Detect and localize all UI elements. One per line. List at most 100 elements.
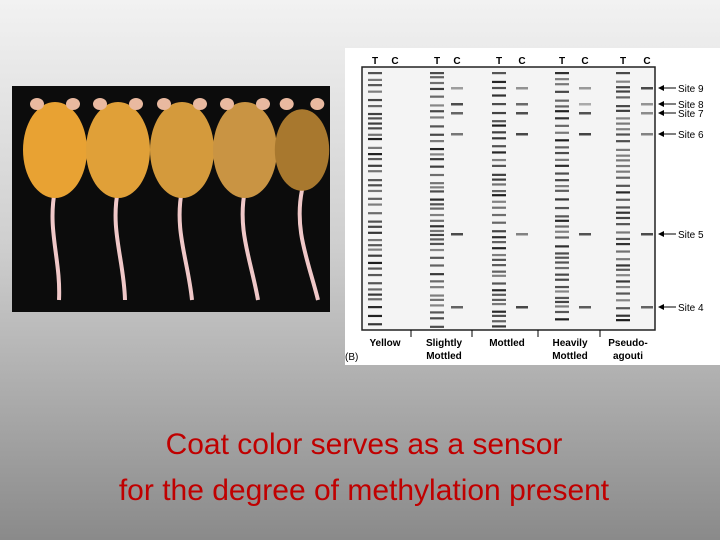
band: [451, 133, 463, 136]
band: [451, 306, 463, 309]
group-label: Mottled: [489, 338, 525, 349]
band: [368, 306, 382, 309]
band: [368, 90, 382, 93]
band: [368, 197, 382, 200]
band: [492, 178, 506, 181]
band: [368, 282, 382, 285]
band: [430, 256, 444, 259]
band: [616, 198, 630, 201]
band: [616, 122, 630, 125]
band: [430, 311, 444, 314]
group-label: Slightly: [426, 338, 463, 349]
site-arrowhead: [658, 304, 664, 310]
band: [555, 261, 569, 264]
band: [430, 173, 444, 177]
band: [368, 248, 382, 251]
band: [368, 72, 382, 75]
band: [555, 256, 569, 259]
band: [368, 244, 382, 247]
lane-label: T: [620, 56, 626, 67]
band: [555, 225, 569, 228]
band: [430, 140, 444, 143]
band: [430, 133, 444, 136]
band: [616, 307, 630, 310]
band: [555, 230, 569, 233]
band: [616, 231, 630, 234]
band: [492, 183, 506, 186]
band: [430, 165, 444, 168]
band: [492, 189, 506, 193]
band: [492, 241, 506, 244]
band: [555, 158, 569, 161]
band: [368, 203, 382, 206]
band: [616, 206, 630, 209]
band: [516, 103, 528, 106]
band: [616, 159, 630, 162]
band: [492, 236, 506, 239]
band: [430, 242, 444, 246]
band: [368, 153, 382, 156]
band: [430, 229, 444, 233]
band: [492, 103, 506, 106]
band: [492, 86, 506, 90]
band: [368, 225, 382, 228]
mouse-tail: [297, 189, 320, 301]
site-arrowhead: [658, 131, 664, 137]
band: [555, 296, 569, 300]
band: [616, 170, 630, 173]
band: [616, 96, 630, 99]
band: [430, 317, 444, 320]
band: [555, 278, 569, 281]
band: [616, 117, 630, 120]
band: [616, 140, 630, 143]
band: [430, 190, 444, 193]
band: [616, 80, 630, 83]
caption-line: for the degree of methylation present: [119, 474, 610, 507]
band: [492, 145, 506, 148]
band: [430, 248, 444, 252]
band: [555, 179, 569, 182]
band: [368, 179, 382, 182]
band: [616, 258, 630, 261]
site-arrowhead: [658, 85, 664, 91]
mouse-body: [150, 102, 214, 198]
mouse-ear: [157, 98, 171, 110]
band: [368, 122, 382, 125]
band: [492, 264, 506, 267]
band: [368, 288, 382, 291]
band: [616, 314, 630, 317]
site-label: Site 5: [678, 230, 704, 241]
band: [555, 285, 569, 289]
panel-label: (B): [345, 352, 358, 363]
band: [492, 221, 506, 224]
band: [616, 133, 630, 136]
band: [492, 72, 506, 75]
band: [555, 318, 569, 321]
band: [368, 298, 382, 301]
band: [492, 200, 506, 203]
band: [451, 233, 463, 236]
band: [368, 189, 382, 193]
mouse-ear: [129, 98, 143, 110]
band: [555, 131, 569, 134]
band: [451, 103, 463, 106]
band: [492, 289, 506, 292]
band: [555, 117, 569, 120]
band: [616, 250, 630, 253]
gel-frame: [361, 66, 656, 331]
band: [368, 133, 382, 136]
band: [492, 282, 506, 285]
band: [616, 280, 630, 283]
band: [368, 84, 382, 87]
band: [555, 172, 569, 175]
band: [368, 323, 382, 326]
band: [430, 219, 444, 222]
band: [616, 211, 630, 214]
gel-bands: [368, 72, 653, 328]
lane-label: C: [453, 56, 460, 67]
band: [368, 78, 382, 82]
band: [430, 280, 444, 283]
mouse-ear: [93, 98, 107, 110]
band: [616, 105, 630, 108]
mouse-body: [274, 109, 330, 191]
